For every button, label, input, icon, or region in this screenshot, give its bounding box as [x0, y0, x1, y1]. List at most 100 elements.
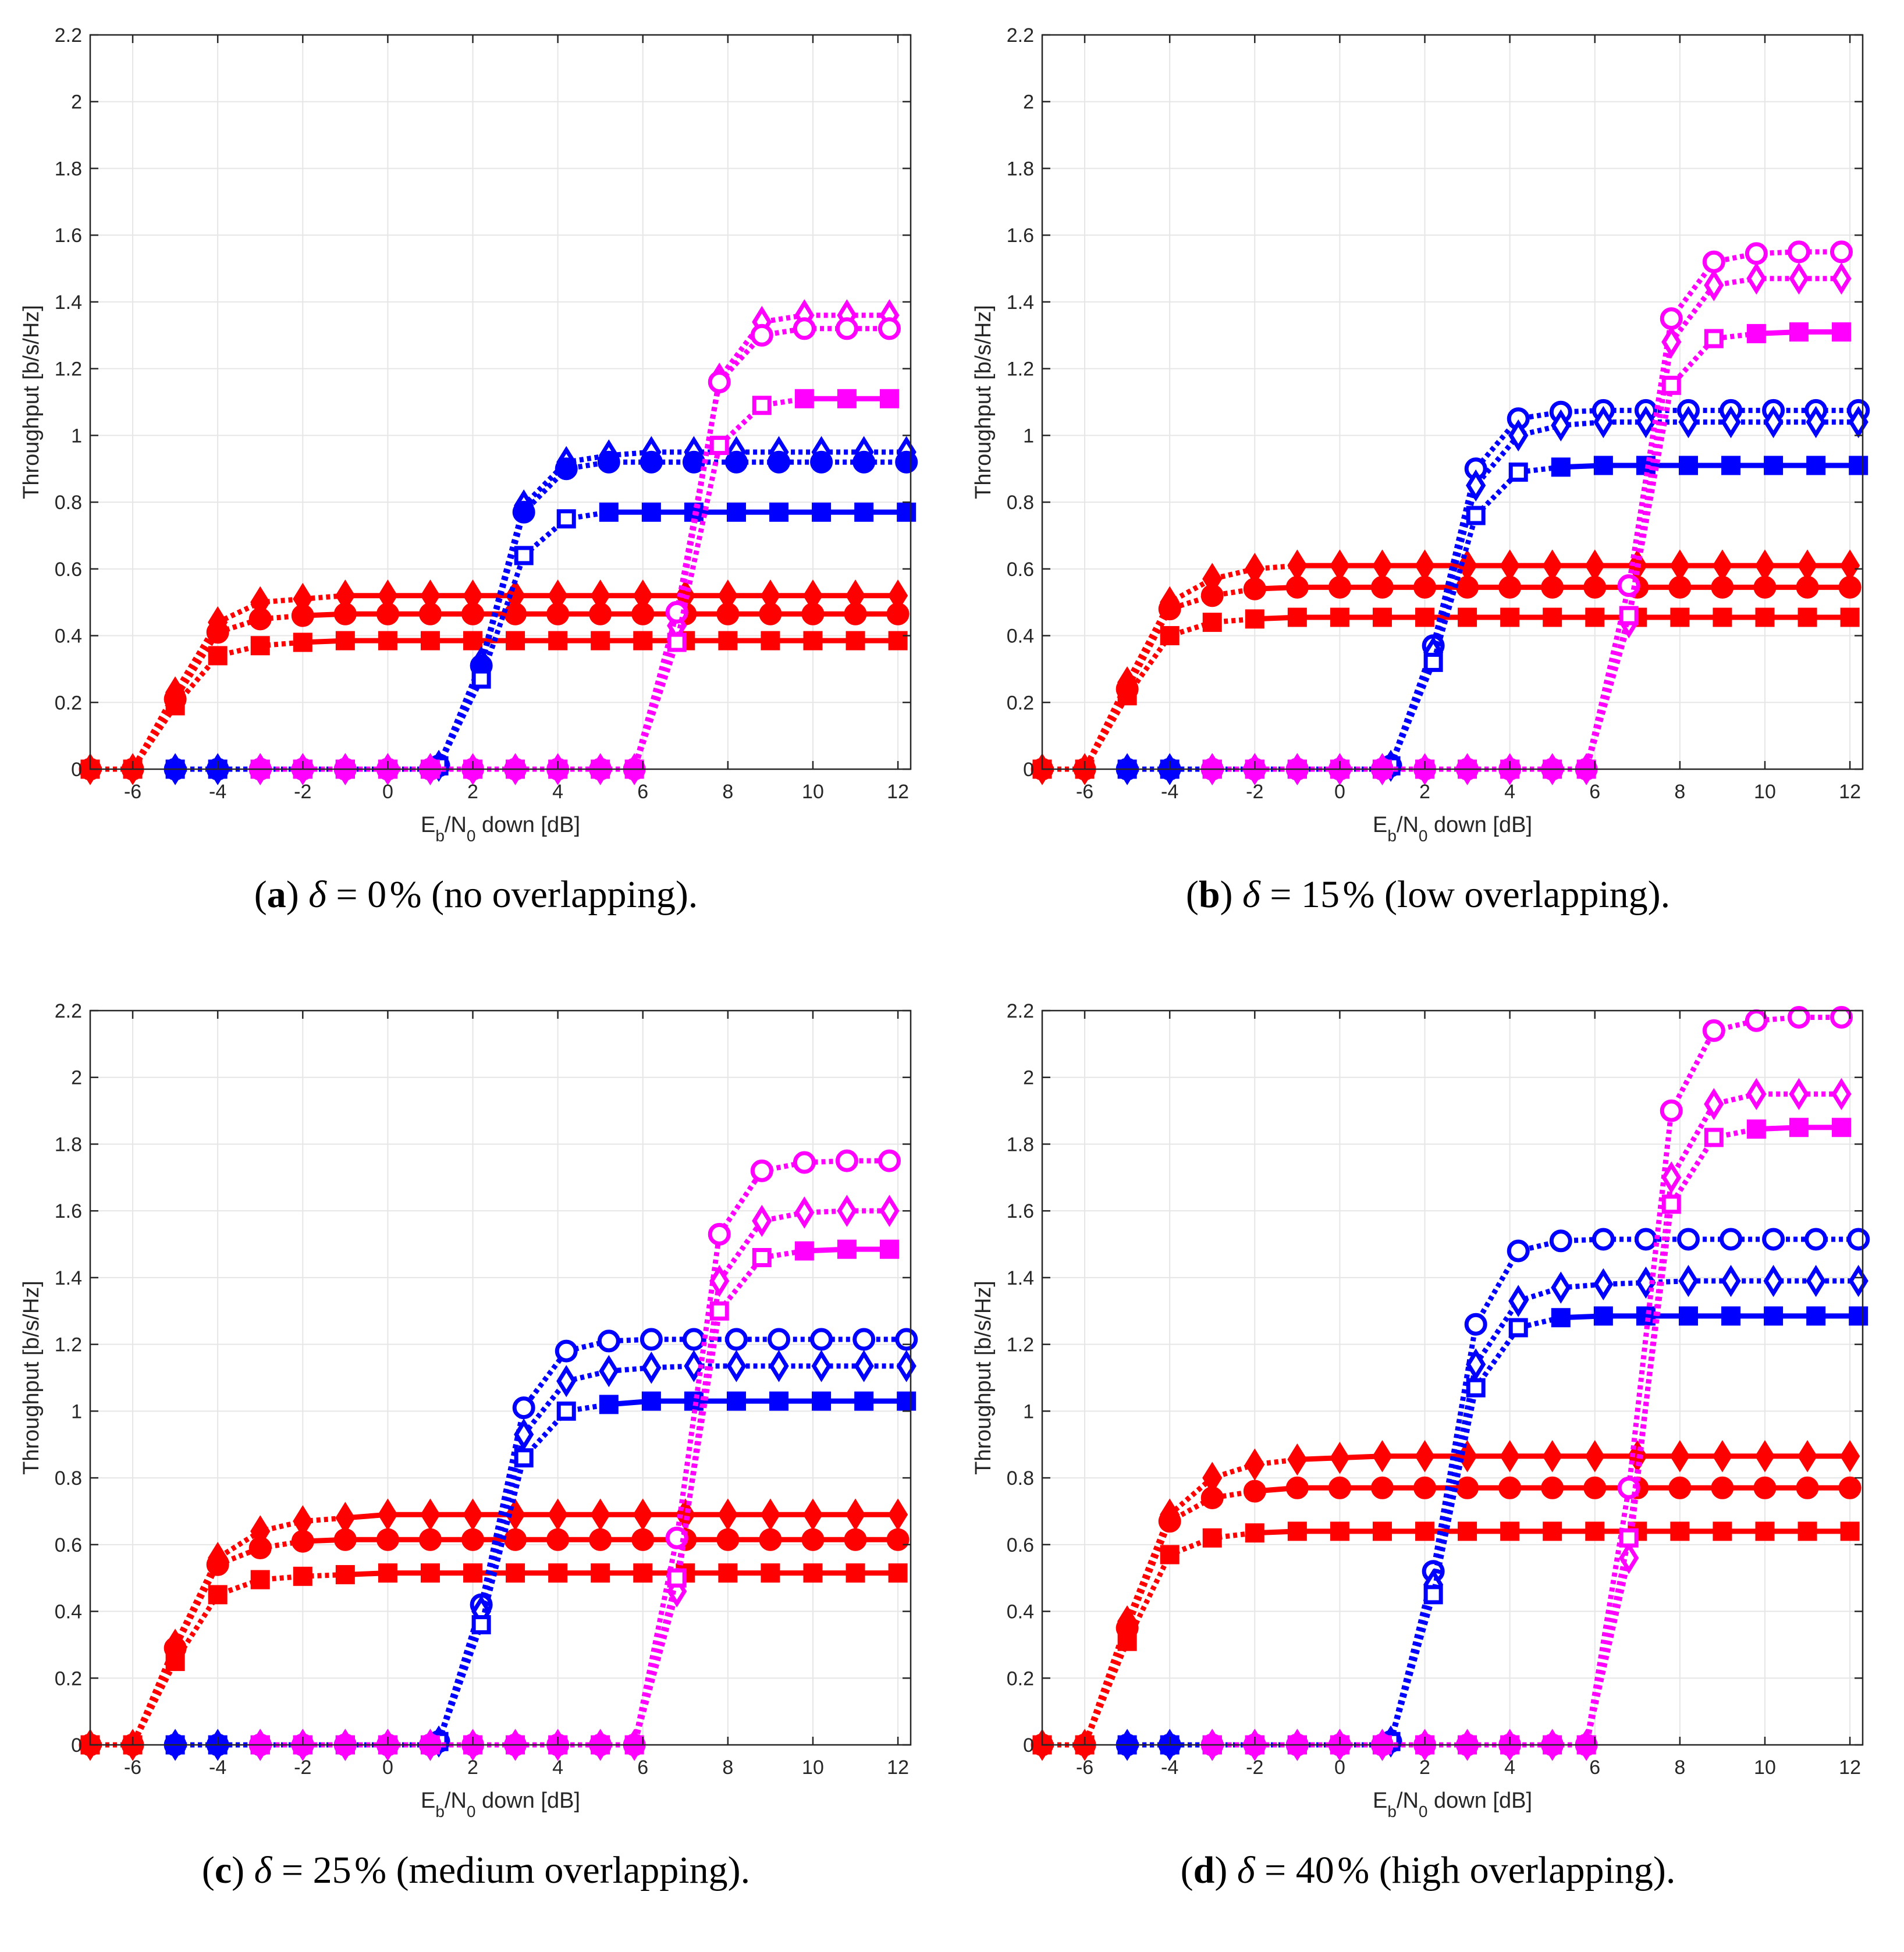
y-tick-label: 0.8 — [1007, 492, 1034, 514]
data-point — [1585, 1440, 1605, 1473]
y-tick-label: 0.2 — [55, 692, 82, 714]
y-tick-label: 0 — [71, 1734, 82, 1757]
data-point — [1423, 652, 1443, 672]
data-point — [461, 602, 485, 625]
data-point — [1592, 1228, 1615, 1251]
data-point — [1806, 1264, 1826, 1297]
x-tick-label: -4 — [1161, 781, 1178, 803]
data-point — [1787, 240, 1810, 264]
y-tick-label: 1.4 — [1007, 291, 1034, 314]
data-point — [1500, 1521, 1520, 1541]
caption-description: (medium overlapping). — [396, 1849, 751, 1891]
y-tick-label: 0.4 — [55, 625, 82, 648]
data-point — [750, 1159, 773, 1182]
data-point — [1789, 1078, 1809, 1111]
x-tick-label: 8 — [722, 1757, 733, 1779]
data-point — [837, 1239, 857, 1259]
data-point — [888, 1563, 908, 1583]
data-point — [504, 602, 527, 625]
data-point — [1466, 1348, 1486, 1381]
data-point — [1508, 1285, 1529, 1317]
data-point — [599, 502, 619, 522]
data-point — [1831, 1078, 1852, 1111]
axes-box — [1041, 34, 1864, 770]
data-point — [1831, 262, 1852, 295]
y-tick-label: 0.2 — [1007, 692, 1034, 714]
data-point — [1660, 1099, 1683, 1122]
y-tick-label: 1.8 — [1007, 158, 1034, 180]
data-point — [378, 1563, 397, 1583]
data-point — [887, 1498, 908, 1531]
data-point — [761, 1563, 780, 1583]
data-point — [854, 1391, 874, 1411]
data-point — [1798, 1521, 1817, 1541]
data-point — [726, 1391, 746, 1411]
data-point — [206, 621, 229, 644]
data-point — [1753, 575, 1777, 599]
y-tick-label: 1.4 — [1007, 1267, 1034, 1289]
data-point — [512, 1396, 535, 1420]
data-point — [812, 1391, 832, 1411]
caption-delta: 0 — [367, 873, 387, 916]
data-point — [835, 1149, 858, 1172]
series-red-square — [1032, 1521, 1860, 1755]
y-tick-label: 1 — [71, 425, 82, 447]
y-axis-label: Throughput [b/s/Hz] — [971, 305, 996, 499]
data-point — [717, 1498, 738, 1531]
data-point — [854, 502, 874, 522]
y-tick-label: 0.6 — [1007, 559, 1034, 581]
y-tick-label: 1.2 — [55, 1334, 82, 1356]
chart-c: -6 -4 -2 0 2 4 6 8 10 12 0 0.2 0.4 0.6 0.8 1 1.2 1.4 1.6 1.… — [19, 1000, 918, 1821]
x-tick-label: -2 — [294, 1757, 311, 1779]
x-tick-label: 6 — [637, 781, 648, 803]
data-point — [1466, 1378, 1486, 1398]
y-tick-label: 0.6 — [55, 1534, 82, 1556]
data-point — [759, 1528, 782, 1551]
x-tick-label: -2 — [1246, 1757, 1263, 1779]
data-point — [724, 450, 748, 474]
data-point — [1117, 686, 1137, 706]
y-tick-label: 1.2 — [55, 358, 82, 381]
x-tick-label: 0 — [382, 781, 393, 803]
data-point — [1619, 606, 1639, 625]
plot-area — [1042, 1011, 1863, 1745]
x-tick-label: -6 — [1076, 781, 1093, 803]
data-point — [1200, 1487, 1224, 1510]
data-point — [897, 502, 917, 522]
data-point — [878, 317, 901, 340]
y-tick-label: 1.6 — [55, 1200, 82, 1222]
chart-d: -6 -4 -2 0 2 4 6 8 10 12 0 0.2 0.4 0.6 0.8 1 1.2 1.4 1.6 1.… — [971, 1000, 1870, 1821]
data-point — [333, 602, 357, 625]
data-point — [1330, 1442, 1350, 1474]
data-point — [793, 317, 816, 340]
data-point — [1668, 575, 1692, 599]
x-tick-label: 0 — [1334, 781, 1345, 803]
data-point — [1660, 307, 1683, 330]
data-point — [463, 631, 483, 650]
data-point — [418, 1528, 442, 1551]
data-point — [1415, 607, 1435, 627]
x-tick-label: 12 — [887, 1757, 909, 1779]
data-point — [165, 696, 185, 716]
data-point — [1619, 1528, 1639, 1548]
y-tick-label: 0 — [1023, 1734, 1034, 1757]
data-point — [1764, 456, 1784, 475]
data-point — [1549, 1229, 1572, 1253]
data-point — [708, 1222, 731, 1246]
data-point — [1704, 269, 1724, 301]
x-tick-label: -2 — [1246, 781, 1263, 803]
data-point — [1285, 1476, 1309, 1499]
data-point — [1661, 326, 1682, 358]
caption-description: (low overlapping). — [1384, 873, 1671, 916]
data-point — [897, 1391, 917, 1411]
data-point — [1755, 607, 1775, 627]
data-point — [1763, 1264, 1784, 1297]
data-point — [640, 450, 663, 474]
data-point — [1849, 456, 1869, 475]
data-point — [1593, 1306, 1613, 1326]
x-tick-label: 4 — [552, 781, 563, 803]
plot-area — [1042, 35, 1863, 769]
data-point — [724, 1328, 748, 1351]
data-point — [1372, 1521, 1392, 1541]
data-point — [1668, 1476, 1692, 1499]
